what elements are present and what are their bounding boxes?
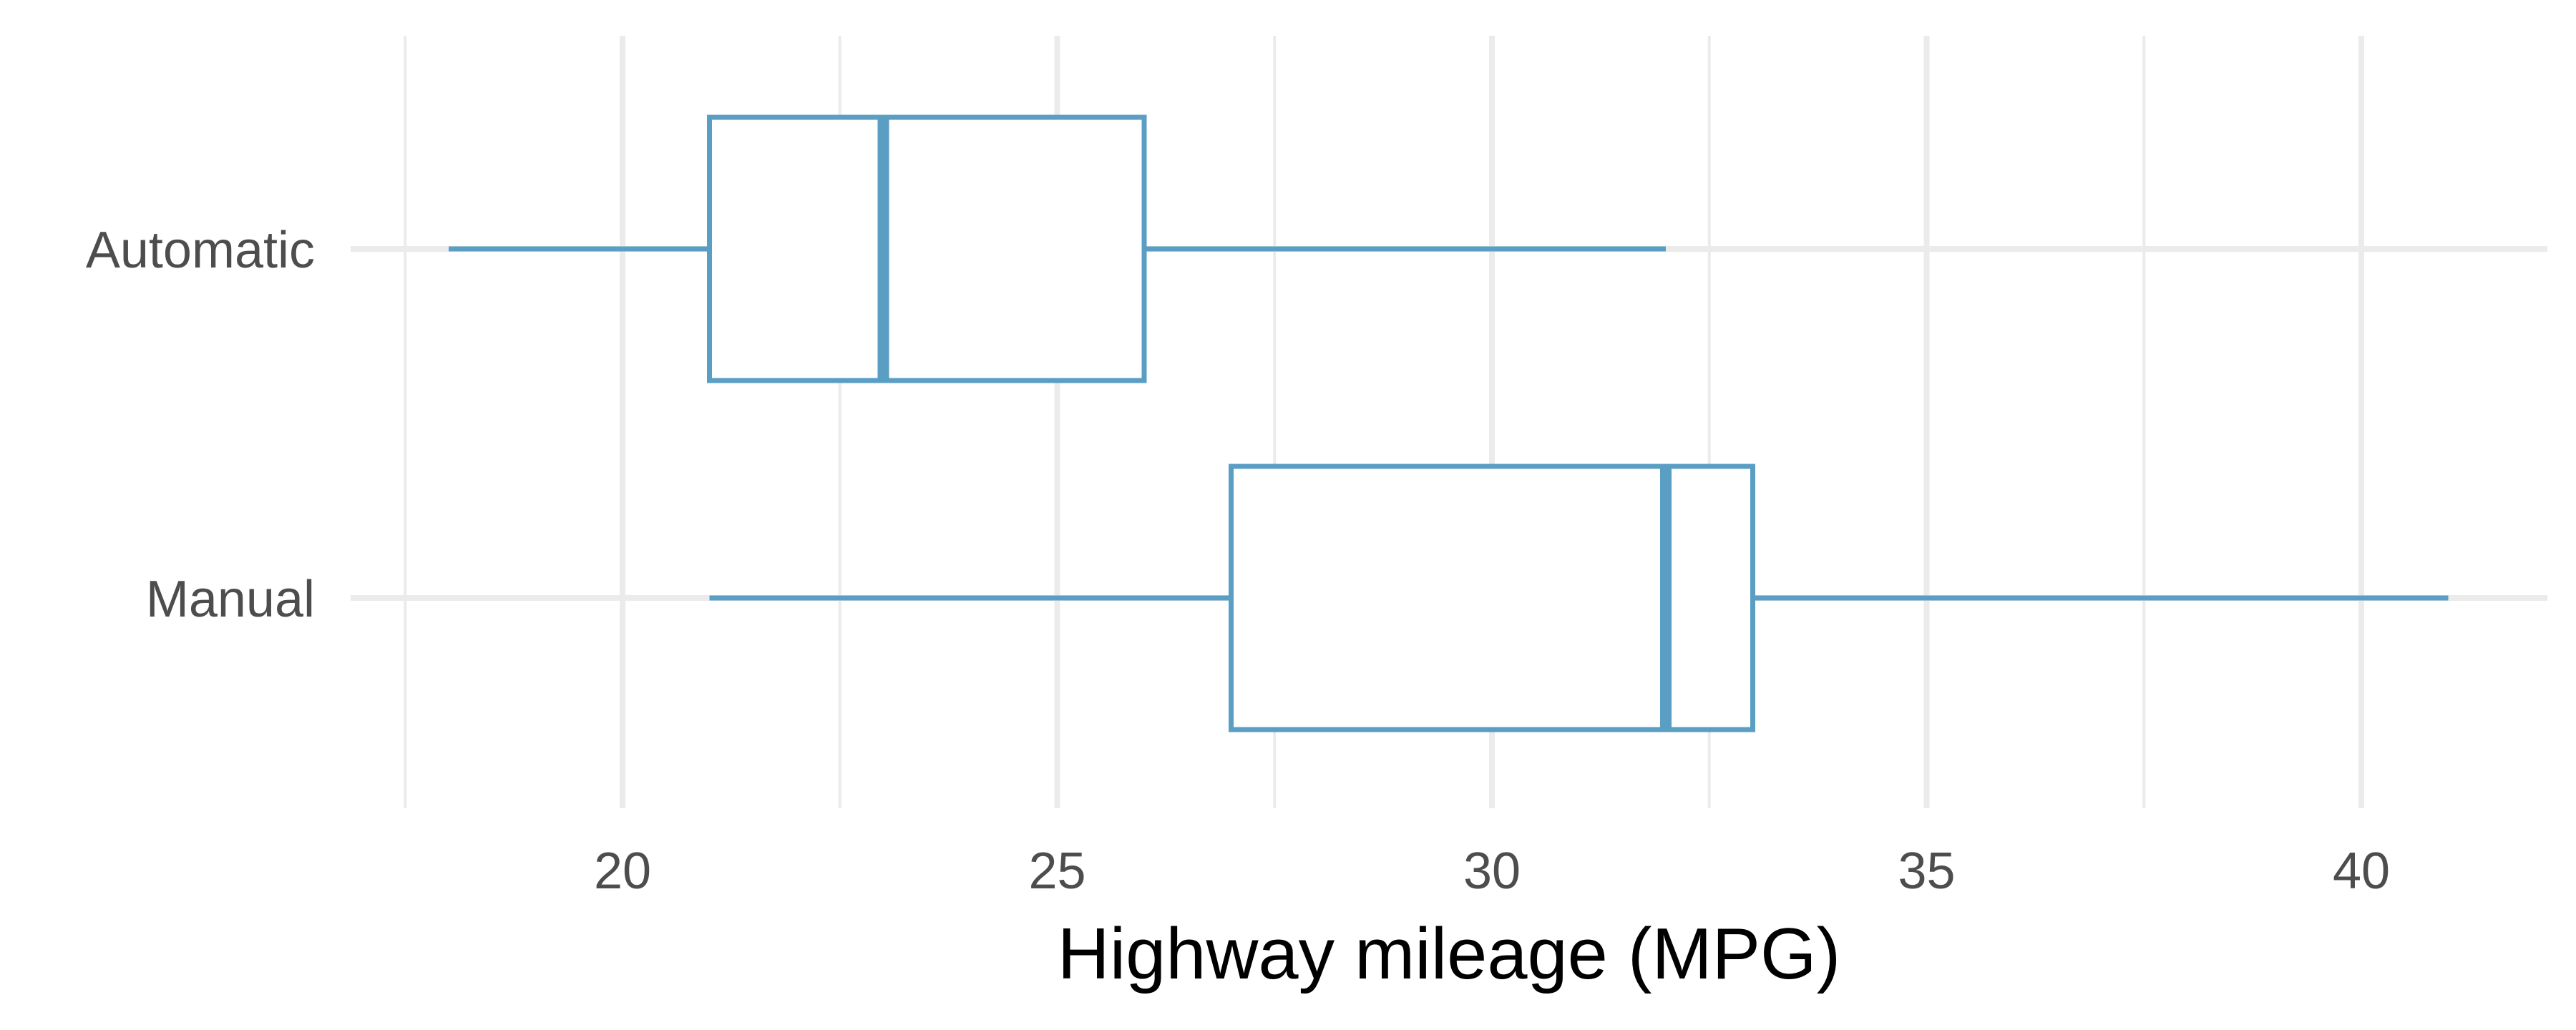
x-tick-label: 25 xyxy=(1028,843,1085,900)
y-tick-label: Manual xyxy=(146,571,315,628)
x-tick-label: 20 xyxy=(594,843,651,900)
x-tick-label: 35 xyxy=(1898,843,1955,900)
iqr-box xyxy=(707,114,1147,383)
box-manual xyxy=(709,464,2449,732)
boxplot-boxes xyxy=(449,114,2449,732)
iqr-box xyxy=(1229,464,1755,732)
x-tick-label: 40 xyxy=(2333,843,2390,900)
x-tick-label: 30 xyxy=(1463,843,1521,900)
x-axis-title: Highway mileage (MPG) xyxy=(1058,914,1840,994)
y-axis-tick-labels: Automatic Manual xyxy=(86,222,315,628)
y-tick-label: Automatic xyxy=(86,222,315,279)
x-axis-tick-labels: 20 25 30 35 40 xyxy=(594,843,2390,900)
box-automatic xyxy=(449,114,1666,383)
